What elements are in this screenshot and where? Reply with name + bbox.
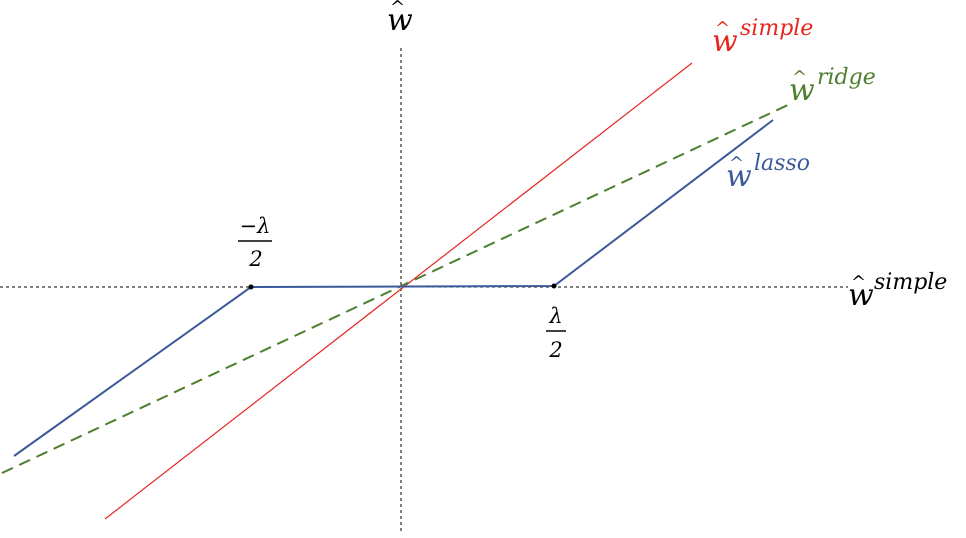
- threshold-point-pos: [551, 283, 557, 289]
- threshold-pos-denominator: 2: [548, 338, 562, 362]
- simple-label: w ^ simple: [712, 16, 813, 59]
- threshold-label-neg: −λ 2: [238, 214, 272, 271]
- lasso-line: [13, 119, 774, 457]
- threshold-point-neg: [248, 284, 254, 290]
- lasso-label-base: w: [726, 159, 752, 194]
- simple-line: [104, 62, 693, 520]
- lasso-label: w ^ lasso: [726, 151, 810, 194]
- simple-label-base: w: [712, 24, 738, 59]
- x-axis-label-hat: ^: [851, 272, 866, 293]
- x-axis-label: w ^ simple: [848, 270, 947, 313]
- x-axis-label-sup: simple: [874, 270, 947, 295]
- y-axis-label-base: w: [387, 3, 413, 38]
- threshold-label-pos: λ 2: [546, 304, 566, 362]
- ridge-label-base: w: [789, 73, 815, 108]
- threshold-pos-numerator: λ: [548, 304, 562, 328]
- threshold-neg-numerator: −λ: [240, 214, 271, 238]
- ridge-label: w ^ ridge: [789, 65, 876, 108]
- simple-label-sup: simple: [740, 16, 813, 41]
- simple-label-hat: ^: [715, 18, 730, 39]
- x-axis-label-base: w: [848, 278, 874, 313]
- ridge-label-sup: ridge: [817, 65, 876, 90]
- ridge-label-hat: ^: [792, 67, 807, 88]
- threshold-neg-denominator: 2: [248, 247, 262, 271]
- lasso-label-sup: lasso: [754, 151, 810, 176]
- y-axis-label: w ^: [387, 0, 413, 38]
- ridge-line: [1, 103, 791, 474]
- lasso-label-hat: ^: [729, 153, 744, 174]
- y-axis-label-hat: ^: [390, 0, 405, 18]
